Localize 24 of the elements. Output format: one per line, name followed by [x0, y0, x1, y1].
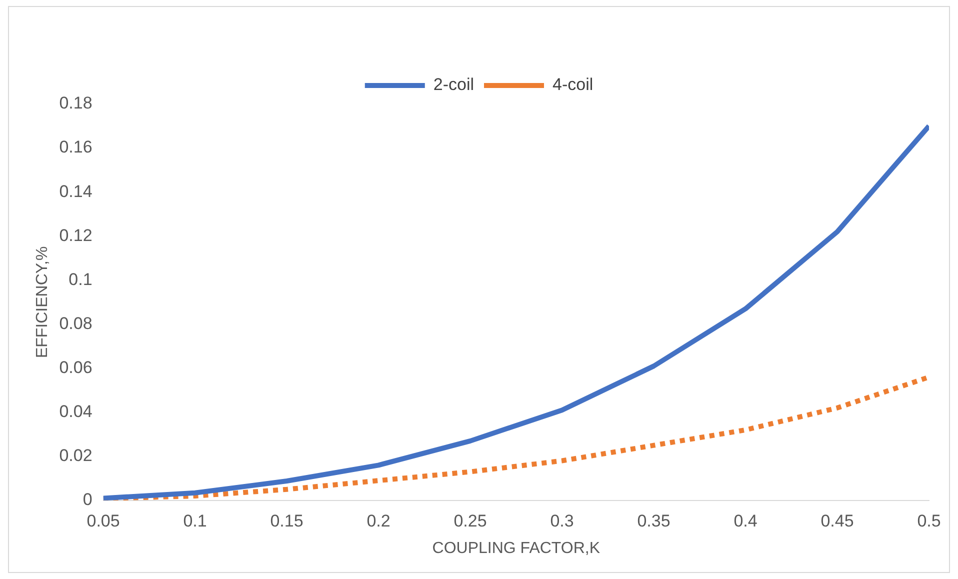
y-tick-label: 0.16: [59, 138, 92, 157]
x-tick-label: 0.05: [86, 511, 120, 530]
y-tick-label: 0.04: [59, 402, 92, 421]
x-tick-label: 0.5: [917, 511, 941, 530]
y-tick-label: 0.08: [59, 314, 92, 333]
y-tick-label: 0.02: [59, 446, 92, 466]
x-tick-label: 0.4: [734, 511, 758, 530]
y-tick-label: 0.1: [68, 270, 92, 289]
x-tick-label: 0.3: [550, 511, 574, 530]
legend-label: 2-coil: [433, 75, 474, 94]
y-tick-label: 0.06: [59, 358, 92, 377]
x-tick-label: 0.15: [270, 511, 304, 530]
x-tick-label: 0.2: [366, 511, 390, 530]
y-tick-label: 0.18: [59, 94, 92, 113]
y-axis-title: EFFICIENCY,%: [34, 246, 52, 358]
y-tick-label: 0.14: [59, 182, 92, 201]
x-tick-label: 0.45: [820, 511, 854, 530]
x-tick-label: 0.1: [183, 511, 207, 530]
y-tick-label: 0: [82, 490, 92, 510]
legend-label: 4-coil: [552, 75, 594, 94]
x-tick-label: 0.25: [454, 511, 487, 530]
y-tick-label: 0.12: [59, 226, 92, 245]
x-tick-label: 0.35: [637, 511, 670, 530]
x-axis-title: COUPLING FACTOR,K: [432, 540, 600, 557]
